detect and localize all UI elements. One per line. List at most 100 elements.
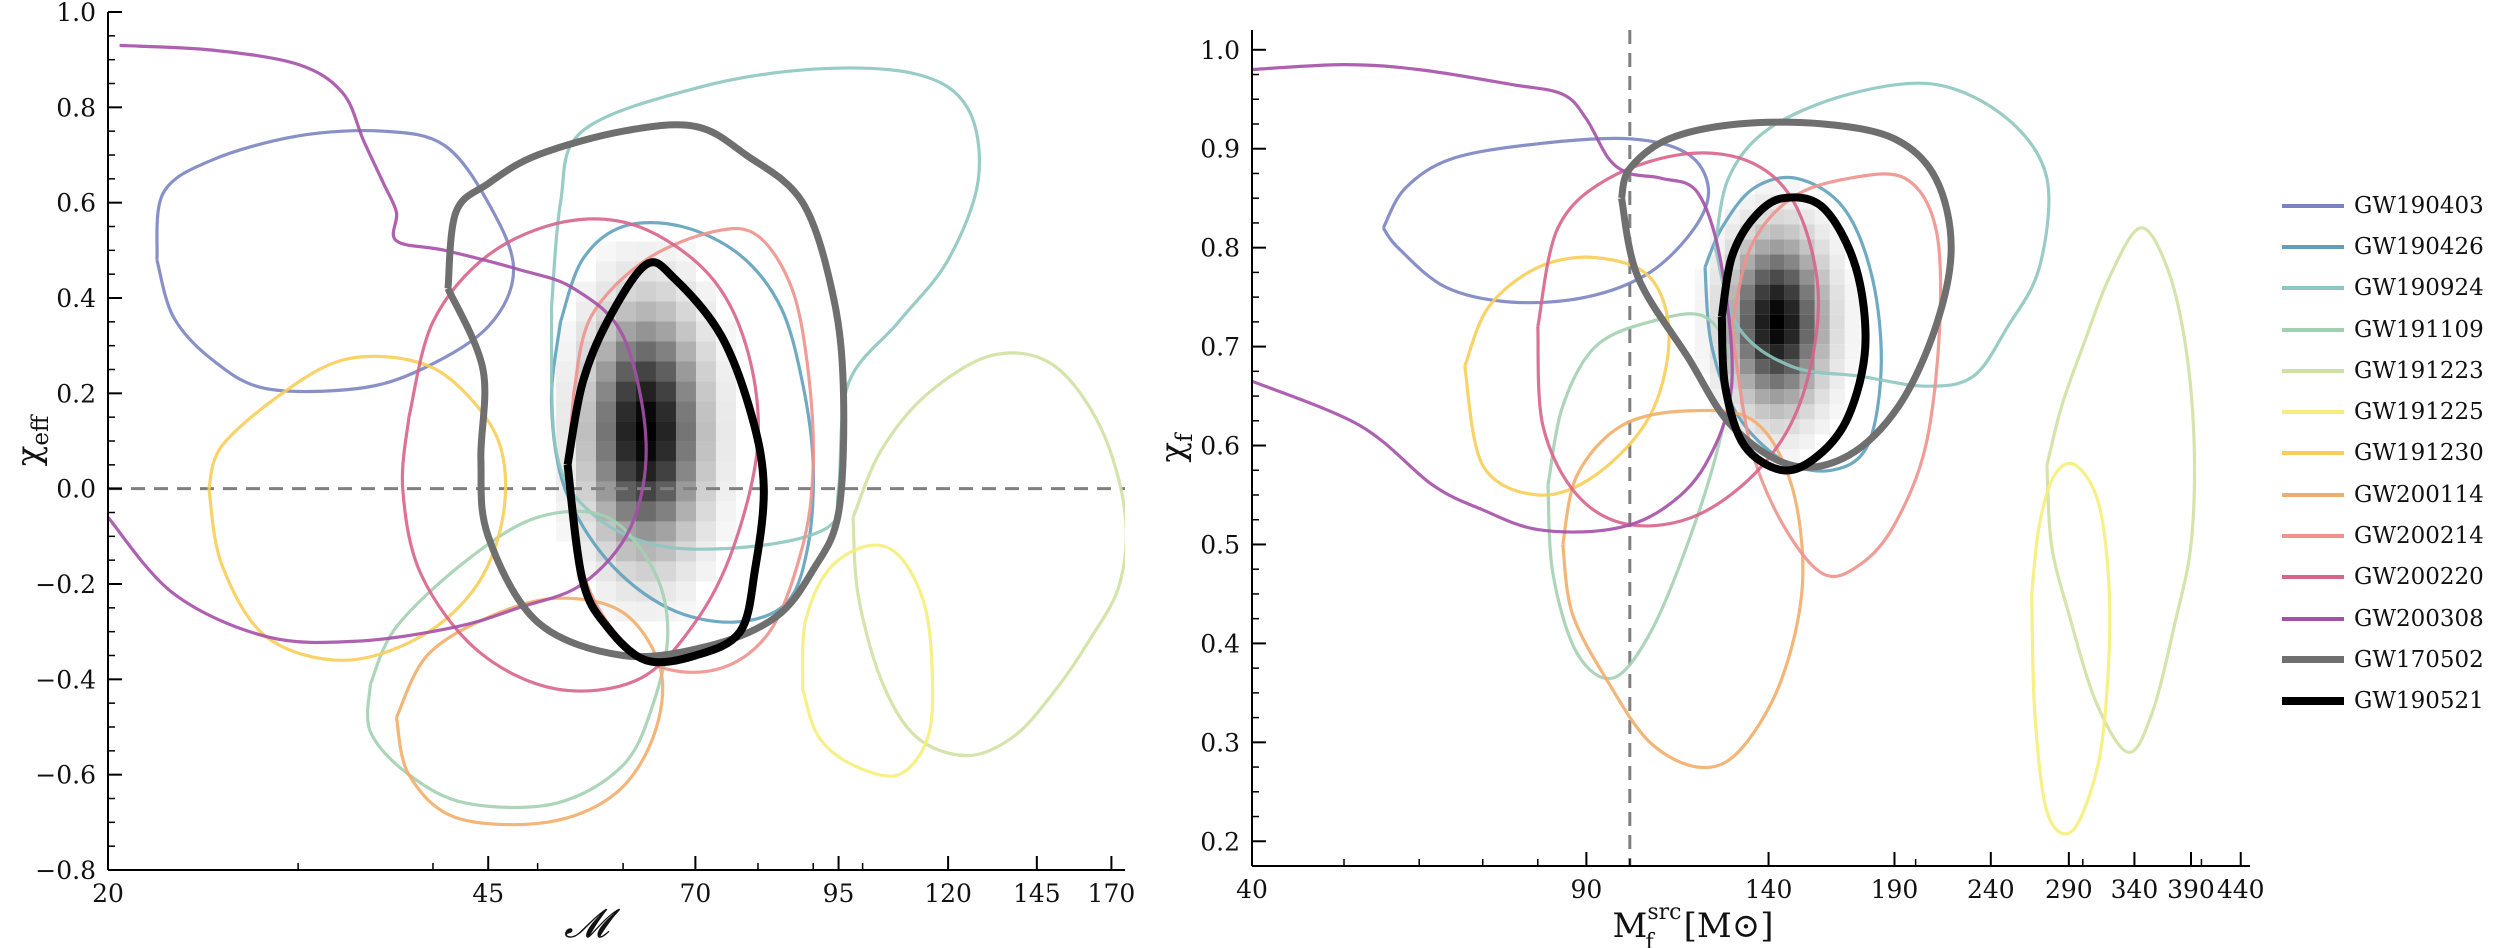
contour-gw200308 <box>1252 62 1734 534</box>
density-cell <box>555 381 576 402</box>
x-tick-label: 45 <box>472 879 504 908</box>
density-cell <box>1844 299 1860 315</box>
density-cell <box>1739 299 1755 315</box>
density-cell <box>1829 389 1845 405</box>
legend-swatch <box>2282 492 2344 497</box>
density-cell <box>595 421 616 442</box>
legend-label: GW190426 <box>2354 233 2484 260</box>
x-tick-label: 120 <box>924 879 972 908</box>
legend-swatch <box>2282 534 2344 539</box>
density-cell <box>1829 314 1845 330</box>
y-tick-label: 0.8 <box>56 93 96 122</box>
density-cell <box>1814 224 1830 240</box>
density-cell <box>675 501 696 522</box>
legend-item: GW191109 <box>2282 309 2492 350</box>
density-cell <box>695 521 716 542</box>
density-cell <box>1799 314 1815 330</box>
density-cell <box>1784 269 1800 285</box>
contour-gw191225 <box>800 543 935 778</box>
density-cell <box>695 401 716 422</box>
density-cell <box>1784 209 1800 225</box>
density-cell <box>1814 239 1830 255</box>
density-cell <box>1844 314 1860 330</box>
legend-swatch <box>2282 368 2344 373</box>
density-cell <box>1754 404 1770 420</box>
density-cell <box>695 281 716 302</box>
legend-item: GW190521 <box>2282 681 2492 722</box>
density-cell <box>675 341 696 362</box>
legend-label: GW190924 <box>2354 275 2484 302</box>
x-tick-label: 145 <box>1013 879 1061 908</box>
density-cell <box>695 541 716 562</box>
density-cell <box>655 361 676 382</box>
y-tick-label: −0.8 <box>35 856 96 885</box>
y-tick-label: 0.2 <box>1200 827 1240 856</box>
density-cell <box>595 361 616 382</box>
legend-swatch <box>2282 410 2344 415</box>
x-tick-label: 290 <box>2045 875 2093 904</box>
density-cell <box>1784 374 1800 390</box>
density-cell <box>1829 299 1845 315</box>
density-cell <box>635 361 656 382</box>
density-cell <box>1784 224 1800 240</box>
y-tick-label: 0.8 <box>1200 234 1240 263</box>
density-cell <box>1814 329 1830 345</box>
density-cell <box>595 281 616 302</box>
density-cell <box>655 281 676 302</box>
density-cell <box>715 521 736 542</box>
density-cell <box>1769 284 1785 300</box>
density-cell <box>1784 344 1800 360</box>
contour-gw191225 <box>2030 461 2112 836</box>
density-cell <box>1769 224 1785 240</box>
y-tick-label: 0.4 <box>1200 629 1240 658</box>
contour-gw170502 <box>1618 118 1955 471</box>
y-axis-label: χf <box>1153 432 1198 463</box>
density-cell <box>715 501 736 522</box>
density-cell <box>715 461 736 482</box>
legend-swatch <box>2282 286 2344 291</box>
density-cell <box>615 361 636 382</box>
density-cell <box>1784 449 1800 465</box>
density-cell <box>675 301 696 322</box>
contour-gw191230 <box>207 354 508 662</box>
density-cell <box>1754 254 1770 270</box>
density-cell <box>635 401 656 422</box>
density-cell <box>695 381 716 402</box>
y-tick-label: 1.0 <box>1200 36 1240 65</box>
legend-item: GW191225 <box>2282 391 2492 432</box>
contour-gw200220 <box>400 217 760 693</box>
density-cell <box>1769 404 1785 420</box>
density-cell <box>1739 344 1755 360</box>
density-cell <box>1784 254 1800 270</box>
density-cell <box>695 361 716 382</box>
density-cell <box>1799 404 1815 420</box>
plot-area <box>108 43 1125 827</box>
panel-1: −0.8 −0.6 −0.4 −0.2 0.0 0.2 0.4 0.6 0.8 1.0 20 45 70… <box>9 0 1135 947</box>
density-cell <box>655 501 676 522</box>
density-cell <box>1829 359 1845 375</box>
contour-gw190403 <box>155 129 516 394</box>
density-cell <box>715 421 736 442</box>
legend-item: GW200308 <box>2282 598 2492 639</box>
density-cell <box>1754 239 1770 255</box>
density-cell <box>715 361 736 382</box>
density-cell <box>695 341 716 362</box>
density-cell <box>655 561 676 582</box>
x-tick-label: 190 <box>1871 875 1919 904</box>
density-cell <box>1799 344 1815 360</box>
density-cell <box>675 441 696 462</box>
density-cell <box>1769 269 1785 285</box>
legend-swatch <box>2282 203 2344 208</box>
legend-label: GW191225 <box>2354 399 2484 426</box>
density-cell <box>595 441 616 462</box>
legend-label: GW170502 <box>2354 646 2484 673</box>
density-cell <box>615 461 636 482</box>
density-cell <box>635 341 656 362</box>
x-tick-label: 340 <box>2111 875 2159 904</box>
x-tick-label: 70 <box>679 879 711 908</box>
density-cell <box>1799 329 1815 345</box>
density-cell <box>1739 359 1755 375</box>
density-cell <box>1739 284 1755 300</box>
density-cell <box>1844 359 1860 375</box>
